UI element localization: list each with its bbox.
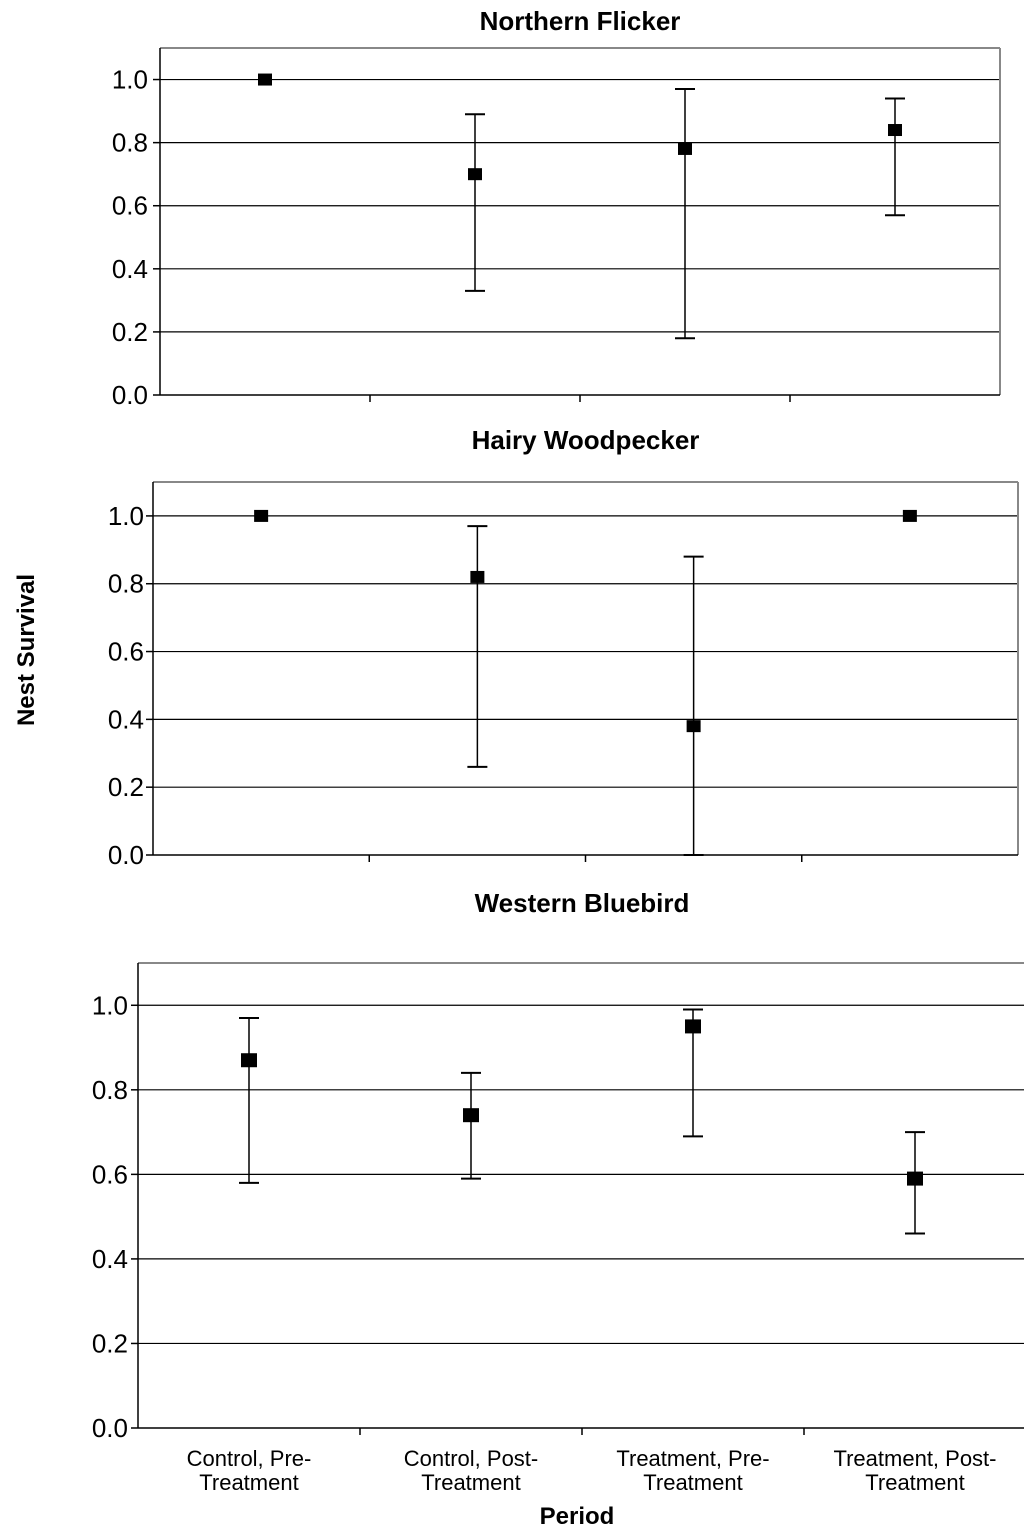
- x-axis-label: Period: [540, 1503, 615, 1530]
- chart-panel-2: Hairy Woodpecker 0.0 0.2 0.4 0.6 0.8 1.0: [108, 425, 1019, 870]
- x-category-label: Treatment: [865, 1470, 964, 1495]
- data-point: [254, 509, 269, 522]
- y-tick-label: 0.2: [112, 317, 148, 347]
- x-category-label: Treatment, Post-: [833, 1446, 996, 1471]
- y-tick-label: 0.6: [112, 191, 148, 221]
- panel-title: Northern Flicker: [480, 6, 681, 36]
- y-tick-label: 0.6: [92, 1159, 128, 1189]
- data-point: [468, 168, 482, 181]
- y-tick-label: 0.0: [112, 380, 148, 410]
- x-category-label: Control, Post-: [404, 1446, 539, 1471]
- y-tick-label: 0.4: [112, 254, 148, 284]
- data-point: [685, 1019, 701, 1034]
- x-category-label: Treatment: [199, 1470, 298, 1495]
- y-tick-label: 0.2: [108, 772, 144, 802]
- x-category-label: Treatment, Pre-: [616, 1446, 769, 1471]
- data-point: [907, 1171, 923, 1186]
- panel-title: Hairy Woodpecker: [472, 425, 700, 455]
- x-category-label: Treatment: [421, 1470, 520, 1495]
- y-tick-label: 1.0: [92, 990, 128, 1020]
- y-tick-label: 0.4: [92, 1244, 128, 1274]
- y-axis-label: Nest Survival: [13, 574, 40, 726]
- data-point: [241, 1053, 257, 1068]
- panel-title: Western Bluebird: [475, 888, 690, 918]
- y-tick-label: 1.0: [108, 501, 144, 531]
- chart-panel-1: Northern Flicker 0.0 0.2 0.4 0.6 0.8 1.0: [112, 6, 1001, 410]
- y-tick-label: 0.4: [108, 704, 144, 734]
- data-point: [678, 142, 692, 155]
- chart-panel-3: Western Bluebird 0.0 0.2 0.4 0.6 0.8 1.0 Contro…: [92, 888, 1024, 1530]
- y-tick-label: 1.0: [112, 65, 148, 95]
- x-category-label: Control, Pre-: [187, 1446, 312, 1471]
- data-point: [470, 570, 485, 583]
- data-point: [463, 1108, 479, 1123]
- data-point: [686, 720, 701, 733]
- y-tick-label: 0.8: [92, 1075, 128, 1105]
- y-tick-label: 0.6: [108, 637, 144, 667]
- y-tick-label: 0.0: [92, 1413, 128, 1443]
- y-tick-label: 0.8: [112, 128, 148, 158]
- y-tick-label: 0.8: [108, 569, 144, 599]
- data-point: [888, 124, 902, 137]
- y-tick-label: 0.2: [92, 1328, 128, 1358]
- y-tick-label: 0.0: [108, 840, 144, 870]
- x-category-label: Treatment: [643, 1470, 742, 1495]
- data-point: [902, 509, 917, 522]
- data-point: [258, 73, 272, 86]
